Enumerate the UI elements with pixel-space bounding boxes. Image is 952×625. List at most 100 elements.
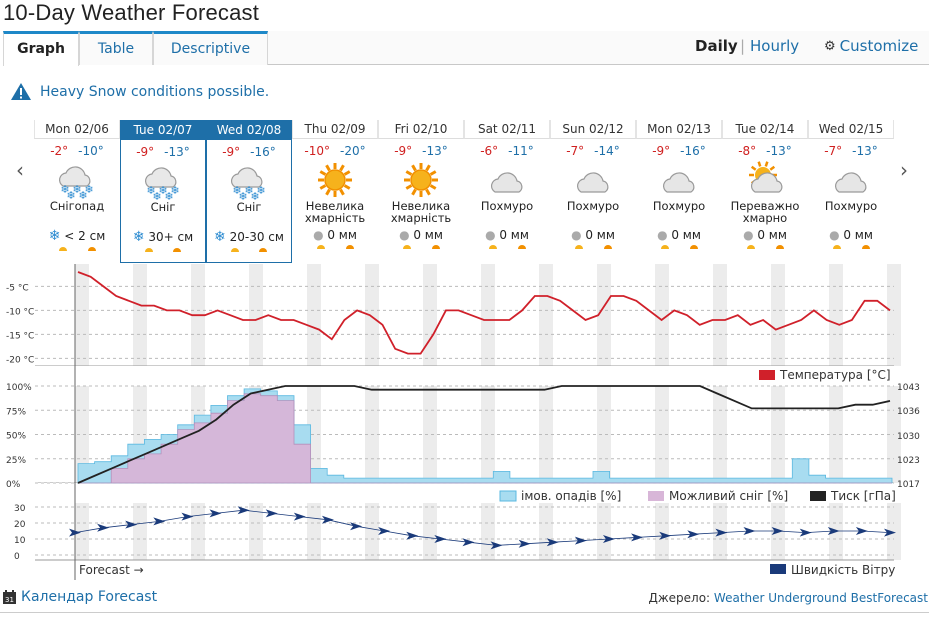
day-condition: Невелика хмарність: [304, 199, 366, 225]
day-column[interactable]: Mon 02/13 -9° -16° Похмуро ● 0 мм: [636, 120, 722, 263]
panel-gap: [35, 483, 894, 503]
sun-moon-markers: [550, 245, 636, 249]
svg-text:31: 31: [5, 596, 14, 604]
tab-table[interactable]: Table: [79, 31, 153, 65]
grid-band: [365, 503, 379, 560]
daily-link[interactable]: Daily: [695, 37, 738, 55]
day-column[interactable]: Mon 02/06 -2° -10° ❄ ❄ ❄ ❄ ❄ Снігопад ❄ < 2 с…: [34, 120, 120, 263]
raindrop-icon: ●: [829, 228, 840, 242]
wind-arrow: [687, 530, 700, 539]
grid-band: [597, 386, 611, 483]
temp-tick-label: -10 °C: [6, 307, 34, 317]
pressure-tick-label: 1036: [897, 407, 920, 417]
sun-icon: [292, 160, 378, 200]
day-condition: Снігопад: [49, 199, 105, 213]
pressure-tick-label: 1017: [897, 480, 920, 490]
day-column[interactable]: Sat 02/11 -6° -11° Похмуро ● 0 мм: [464, 120, 550, 263]
grid-band: [829, 264, 843, 366]
day-column[interactable]: Thu 02/09 -10° -20° Невелика хмарність ● …: [292, 120, 378, 263]
next-arrow-icon[interactable]: ›: [900, 158, 908, 182]
day-high: -8°: [738, 144, 757, 158]
day-precip: ❄ 20-30 см: [214, 229, 284, 245]
day-column[interactable]: Fri 02/10 -9° -13° Невелика хмарність ● 0…: [378, 120, 464, 263]
grid-band: [249, 386, 263, 483]
calendar-link[interactable]: 31 Календар Forecast: [3, 589, 157, 605]
cloud-icon: [808, 160, 894, 200]
svg-text:❄: ❄: [244, 184, 253, 197]
raindrop-icon: ●: [313, 228, 324, 242]
alert-text[interactable]: Heavy Snow conditions possible.: [40, 83, 270, 100]
day-precip: ● 0 мм: [829, 228, 873, 242]
grid-band: [191, 386, 205, 483]
svg-text:❄: ❄: [146, 184, 155, 197]
svg-text:❄: ❄: [164, 190, 173, 201]
svg-text:❄: ❄: [232, 184, 241, 197]
wind-arrow: [462, 538, 475, 547]
day-column[interactable]: Sun 02/12 -7° -14° Похмуро ● 0 мм: [550, 120, 636, 263]
day-low: -13°: [422, 144, 448, 158]
wind-tick-label: 20: [14, 520, 26, 530]
sun-moon-markers: [378, 245, 464, 249]
day-precip: ❄ 30+ см: [132, 229, 194, 245]
day-condition: Переважно хмарно: [730, 199, 800, 225]
day-low: -14°: [594, 144, 620, 158]
grid-band: [887, 264, 901, 366]
pressure-legend-swatch: [810, 491, 826, 501]
day-precip: ● 0 мм: [571, 228, 615, 242]
cloud-icon: [464, 160, 550, 200]
grid-band: [655, 503, 669, 560]
temp-legend-swatch: [759, 370, 775, 380]
svg-text:❄: ❄: [158, 184, 167, 197]
grid-band: [539, 264, 553, 366]
svg-text:❄: ❄: [78, 189, 87, 200]
grid-band: [133, 503, 147, 560]
snow-legend-swatch: [648, 491, 664, 501]
grid-band: [423, 386, 437, 483]
precip-series: [77, 388, 893, 484]
grid-band: [713, 386, 727, 483]
svg-text:❄: ❄: [170, 184, 179, 197]
source-link[interactable]: Weather Underground BestForecast: [713, 591, 928, 605]
day-column[interactable]: Wed 02/08 -9° -16° ❄ ❄ ❄ ❄ ❄ Сніг ❄ 20-30 см: [206, 120, 292, 263]
day-column[interactable]: Tue 02/14 -8° -13° Переважно хмарно ● 0 м…: [722, 120, 808, 263]
day-column[interactable]: Wed 02/15 -7° -13° Похмуро ● 0 мм: [808, 120, 894, 263]
customize-link[interactable]: ⚙ Customize: [824, 37, 918, 55]
day-strip: Mon 02/06 -2° -10° ❄ ❄ ❄ ❄ ❄ Снігопад ❄ < 2 с…: [34, 120, 894, 263]
temp-tick-label: -5 °C: [6, 283, 29, 293]
day-precip: ● 0 мм: [313, 228, 357, 242]
precip-tick-label: 75%: [6, 407, 26, 417]
day-condition: Невелика хмарність: [390, 199, 452, 225]
grid-band: [75, 264, 89, 366]
day-low: -11°: [508, 144, 534, 158]
tab-descriptive[interactable]: Descriptive: [153, 31, 268, 65]
grid-band: [771, 386, 785, 483]
day-date: Wed 02/15: [808, 120, 894, 139]
grid-band: [829, 503, 843, 560]
grid-band: [539, 503, 553, 560]
svg-text:❄: ❄: [256, 184, 265, 197]
day-precip: ● 0 мм: [657, 228, 701, 242]
day-column[interactable]: Tue 02/07 -9° -13° ❄ ❄ ❄ ❄ ❄ Сніг ❄ 30+ см: [120, 120, 206, 263]
day-condition: Сніг: [236, 200, 262, 214]
wind-arrow: [546, 538, 559, 547]
day-date: Fri 02/10: [378, 120, 464, 139]
hourly-link[interactable]: Hourly: [750, 37, 800, 55]
tab-graph[interactable]: Graph: [3, 31, 79, 66]
pressure-tick-label: 1030: [897, 432, 920, 442]
day-condition: Похмуро: [480, 199, 534, 213]
wind-arrow: [265, 509, 278, 518]
pressure-legend-label: Тиск [гПа]: [830, 489, 896, 503]
wind-arrow: [574, 536, 587, 545]
wind-arrow: [237, 506, 250, 515]
svg-text:❄: ❄: [250, 190, 259, 201]
wind-arrow: [659, 531, 672, 540]
day-date: Mon 02/06: [34, 120, 120, 139]
day-high: -6°: [480, 144, 499, 158]
prev-arrow-icon[interactable]: ‹: [16, 158, 24, 182]
wind-arrow: [715, 528, 728, 537]
raindrop-icon: ●: [571, 228, 582, 242]
page-title: 10-Day Weather Forecast: [3, 0, 260, 25]
day-precip: ● 0 мм: [743, 228, 787, 242]
wind-arrow: [434, 535, 447, 543]
grid-band: [713, 264, 727, 366]
